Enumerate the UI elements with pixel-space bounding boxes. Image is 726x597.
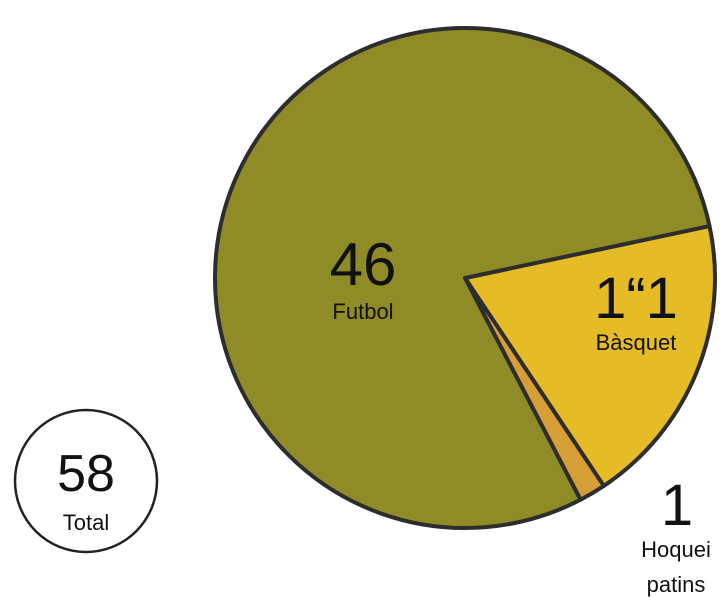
total-label: Total [63, 510, 109, 535]
pie-slice-futbol [213, 26, 712, 530]
value-label-futbol: 46 [330, 231, 397, 298]
category-label-futbol: Futbol [332, 299, 393, 324]
value-label-basquet: 1“1 [594, 266, 678, 331]
pie-slices [213, 26, 717, 530]
total-circle [13, 408, 159, 554]
total-value: 58 [57, 445, 115, 503]
value-label-hoquei-patins: 1 [661, 473, 693, 538]
total-badge: 58 Total [13, 408, 159, 554]
category-label-hoquei-patins: patins [647, 572, 706, 597]
category-label-hoquei-patins: Hoquei [641, 537, 711, 562]
pie-slice-basquet [463, 224, 717, 488]
category-label-basquet: Bàsquet [596, 330, 677, 355]
